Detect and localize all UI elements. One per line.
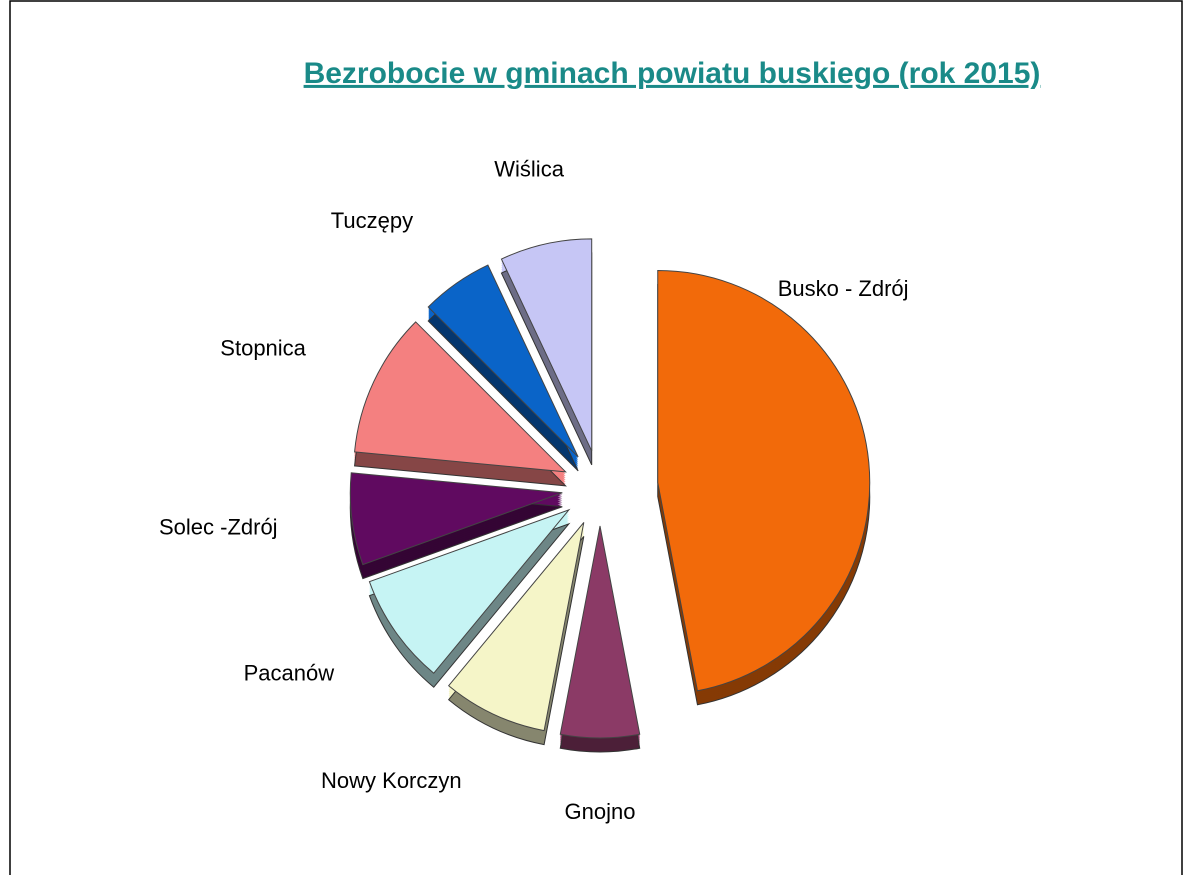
chart-title: Bezrobocie w gminach powiatu buskiego (r…	[304, 57, 1041, 90]
slice-label: Pacanów	[244, 661, 335, 686]
slice-label: Busko - Zdrój	[778, 276, 909, 301]
slice-label: Gnojno	[565, 799, 636, 824]
slice-label: Solec -Zdrój	[159, 515, 278, 540]
slice	[427, 264, 579, 458]
slice	[354, 321, 567, 473]
slice	[559, 525, 641, 739]
slice-label: Stopnica	[220, 335, 306, 360]
slice	[500, 238, 593, 452]
frame	[9, 0, 1183, 875]
slice-label: Nowy Korczyn	[321, 768, 462, 793]
slice-label: Wiślica	[494, 157, 564, 182]
slice-label: Tuczępy	[331, 208, 413, 233]
slice	[349, 472, 563, 566]
slice	[447, 522, 585, 732]
slice	[657, 270, 871, 692]
slice	[368, 508, 571, 674]
